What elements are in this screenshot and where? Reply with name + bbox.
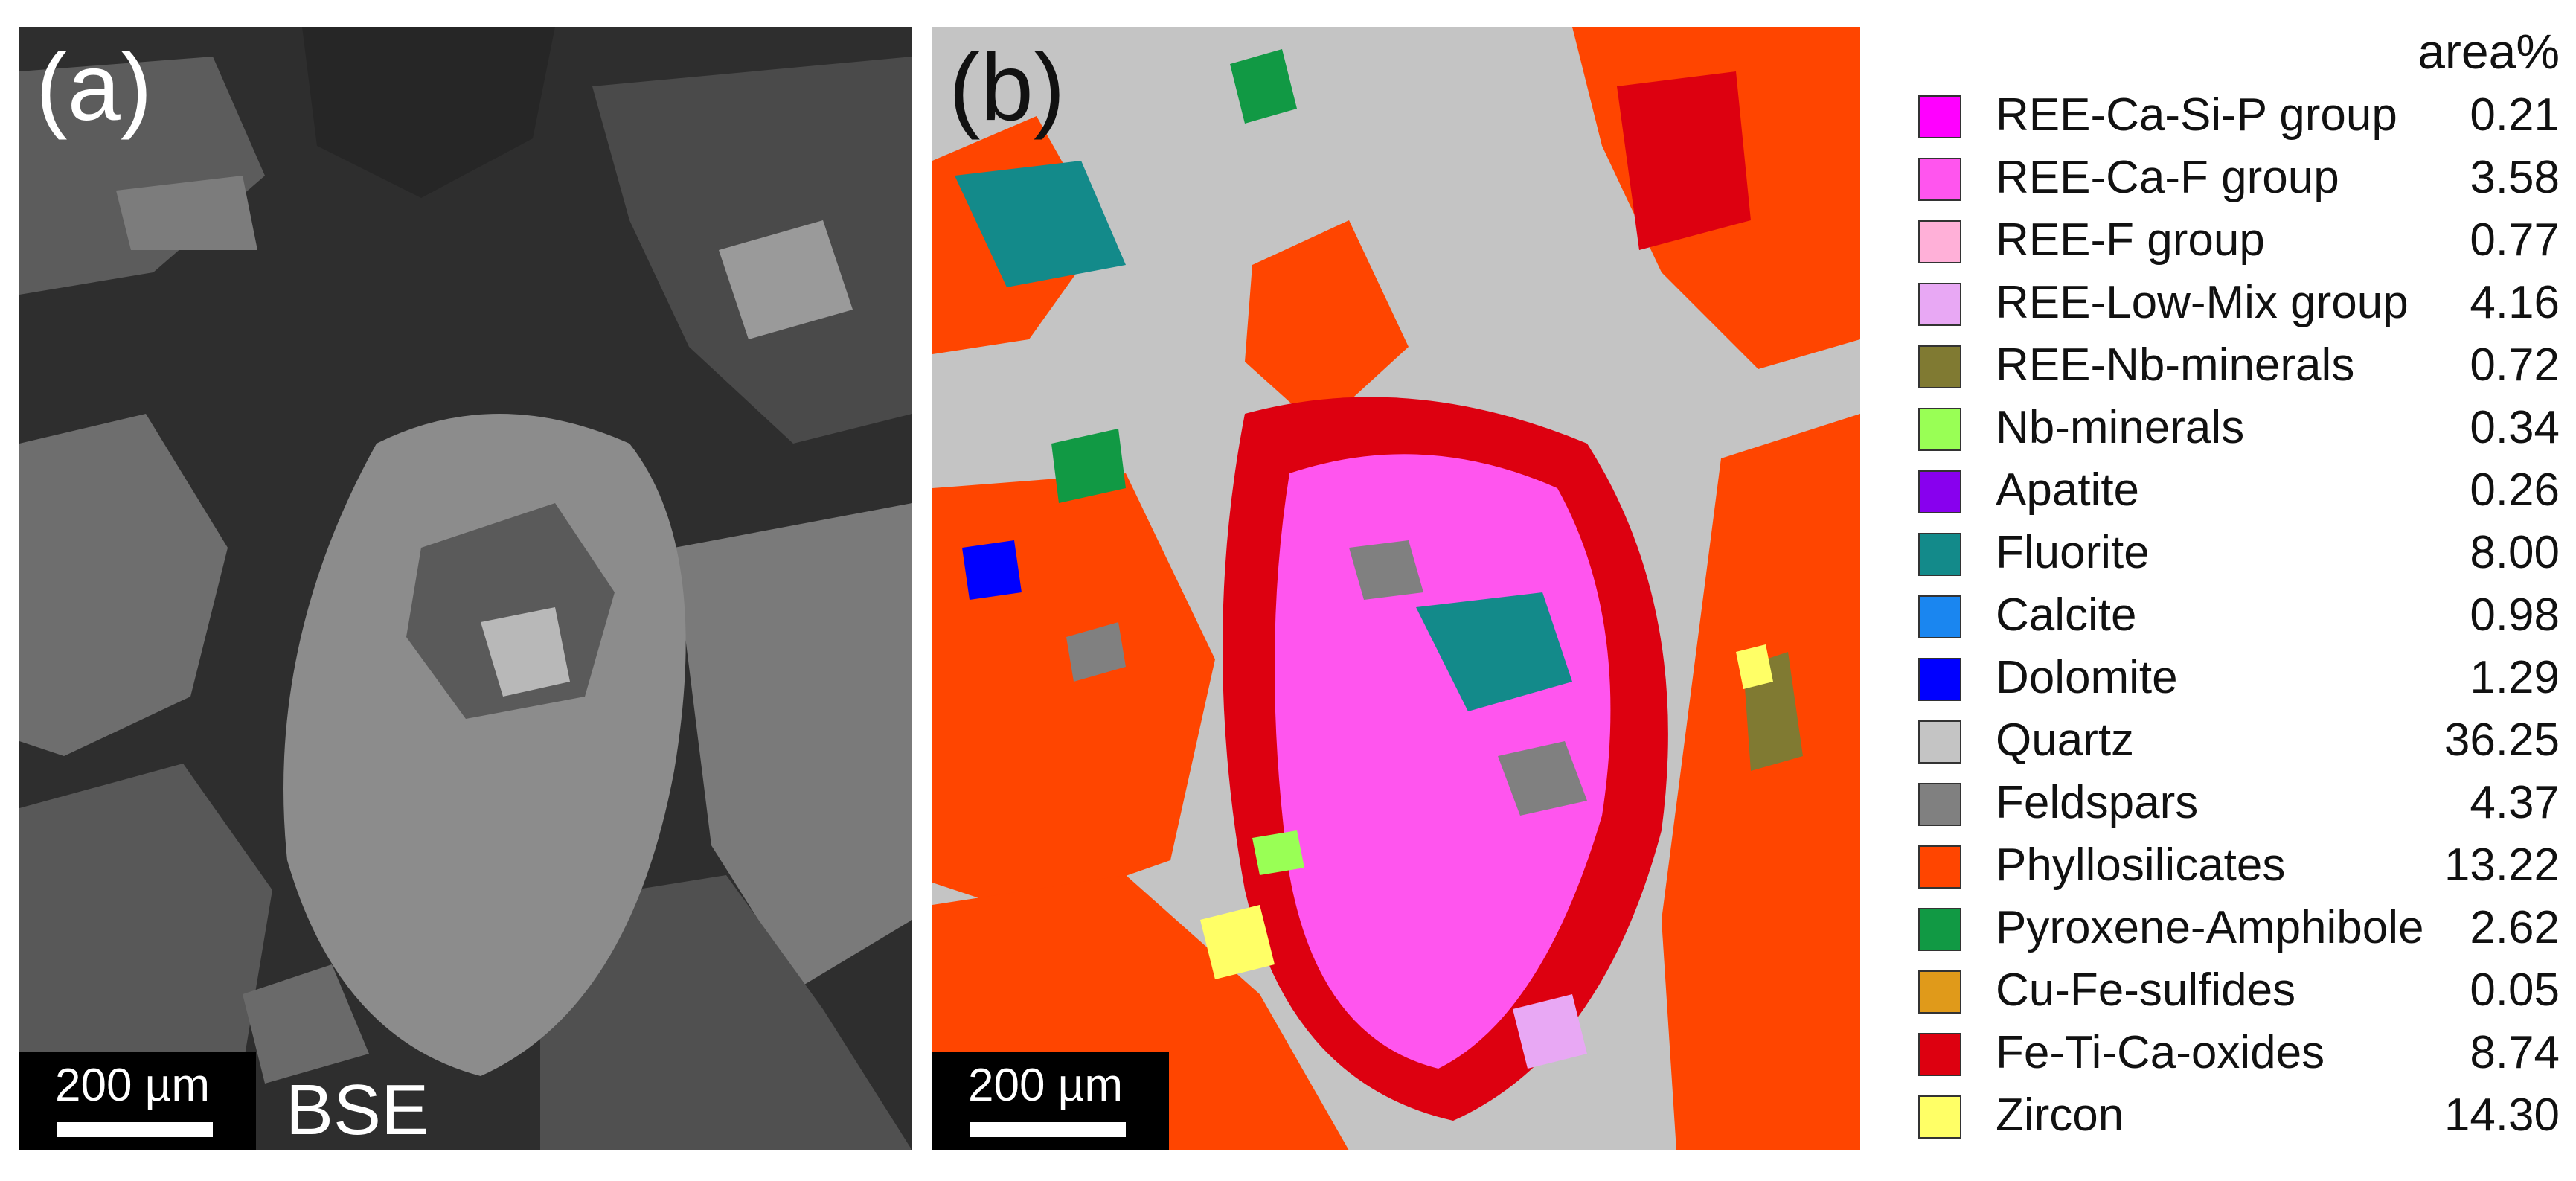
legend-value: 36.25: [2444, 714, 2560, 766]
legend-swatch: [1918, 345, 1961, 388]
legend-value: 0.26: [2470, 464, 2560, 516]
legend-label: REE-Nb-minerals: [1996, 339, 2355, 391]
legend-row: Fe-Ti-Ca-oxides 8.74: [1905, 1025, 2560, 1088]
legend-row: Calcite 0.98: [1905, 588, 2560, 650]
mineral-map-image: [932, 27, 1860, 1150]
legend-value: 0.98: [2470, 589, 2560, 641]
scale-bar-label: 200 µm: [55, 1060, 211, 1111]
legend-row: Fluorite 8.00: [1905, 525, 2560, 588]
legend-label: Fe-Ti-Ca-oxides: [1996, 1027, 2325, 1078]
legend-value: 2.62: [2470, 902, 2560, 953]
legend-label: Zircon: [1996, 1089, 2124, 1141]
scale-bar-box: 200 µm: [19, 1052, 256, 1150]
legend-value: 4.37: [2470, 777, 2560, 828]
legend-label: Cu-Fe-sulfides: [1996, 964, 2296, 1016]
legend-row: Zircon 14.30: [1905, 1088, 2560, 1150]
legend-header: area%: [2418, 24, 2560, 79]
scale-bar-label: 200 µm: [968, 1060, 1124, 1111]
scale-bar-box: 200 µm: [932, 1052, 1169, 1150]
legend-row: REE-F group 0.77: [1905, 213, 2560, 275]
legend-swatch: [1918, 95, 1961, 138]
legend-value: 0.72: [2470, 339, 2560, 391]
legend-label: Nb-minerals: [1996, 402, 2245, 453]
legend-value: 0.34: [2470, 402, 2560, 453]
legend-value: 8.74: [2470, 1027, 2560, 1078]
legend-label: Calcite: [1996, 589, 2137, 641]
legend-label: REE-Low-Mix group: [1996, 277, 2409, 328]
legend-label: Feldspars: [1996, 777, 2199, 828]
legend-label: Phyllosilicates: [1996, 839, 2286, 891]
legend-row: Apatite 0.26: [1905, 463, 2560, 525]
legend-swatch: [1918, 408, 1961, 451]
legend-value: 0.77: [2470, 214, 2560, 266]
legend-label: REE-F group: [1996, 214, 2265, 266]
legend-row: Nb-minerals 0.34: [1905, 400, 2560, 463]
legend-value: 8.00: [2470, 527, 2560, 578]
legend-swatch: [1918, 533, 1961, 576]
bse-image: [19, 27, 912, 1150]
legend-value: 0.21: [2470, 89, 2560, 141]
panel-b-letter: (b): [949, 34, 1066, 141]
legend-swatch: [1918, 970, 1961, 1014]
legend-row: Feldspars 4.37: [1905, 775, 2560, 838]
legend-swatch: [1918, 470, 1961, 513]
legend-value: 3.58: [2470, 152, 2560, 203]
legend-label: REE-Ca-Si-P group: [1996, 89, 2397, 141]
legend-value: 1.29: [2470, 652, 2560, 703]
legend-value: 0.05: [2470, 964, 2560, 1016]
legend-row: REE-Ca-Si-P group 0.21: [1905, 88, 2560, 150]
legend-swatch: [1918, 1095, 1961, 1139]
legend-swatch: [1918, 220, 1961, 263]
mineral-map-panel: (b) 200 µm: [932, 27, 1860, 1150]
panel-a-letter: (a): [36, 34, 153, 141]
legend-swatch: [1918, 158, 1961, 201]
legend-value: 4.16: [2470, 277, 2560, 328]
legend-swatch: [1918, 908, 1961, 951]
bse-image-panel: (a) 200 µm BSE: [19, 27, 912, 1150]
bse-mode-label: BSE: [286, 1070, 429, 1150]
legend-row: Quartz 36.25: [1905, 713, 2560, 775]
legend-value: 14.30: [2444, 1089, 2560, 1141]
legend-row: Cu-Fe-sulfides 0.05: [1905, 963, 2560, 1025]
legend-label: Fluorite: [1996, 527, 2150, 578]
legend-swatch: [1918, 720, 1961, 764]
legend-row: REE-Ca-F group 3.58: [1905, 150, 2560, 213]
legend-swatch: [1918, 1033, 1961, 1076]
legend-row: Phyllosilicates 13.22: [1905, 838, 2560, 900]
legend-row: Dolomite 1.29: [1905, 650, 2560, 713]
legend-label: Quartz: [1996, 714, 2135, 766]
legend-swatch: [1918, 283, 1961, 326]
scale-bar: [57, 1122, 213, 1137]
scale-bar: [970, 1122, 1126, 1137]
legend-label: Apatite: [1996, 464, 2140, 516]
legend-swatch: [1918, 783, 1961, 826]
legend-swatch: [1918, 845, 1961, 889]
legend-row: Pyroxene-Amphibole 2.62: [1905, 900, 2560, 963]
legend-value: 13.22: [2444, 839, 2560, 891]
legend-swatch: [1918, 658, 1961, 701]
legend-label: Pyroxene-Amphibole: [1996, 902, 2424, 953]
mineral-legend: area% REE-Ca-Si-P group 0.21 REE-Ca-F grou…: [1905, 21, 2560, 1159]
legend-label: Dolomite: [1996, 652, 2178, 703]
legend-row: REE-Nb-minerals 0.72: [1905, 338, 2560, 400]
legend-row: REE-Low-Mix group 4.16: [1905, 275, 2560, 338]
legend-label: REE-Ca-F group: [1996, 152, 2339, 203]
legend-swatch: [1918, 595, 1961, 638]
